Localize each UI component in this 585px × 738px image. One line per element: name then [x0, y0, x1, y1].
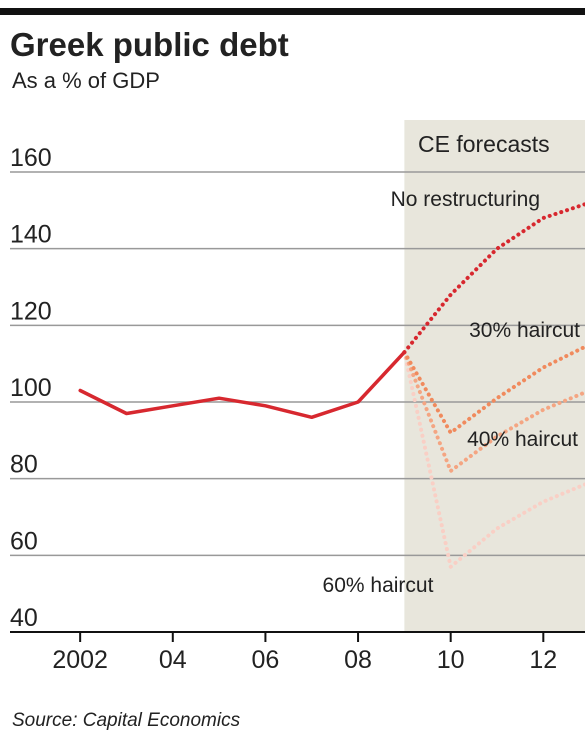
series-line [402, 202, 585, 355]
y-tick-label: 100 [10, 374, 52, 402]
series-label: 30% haircut [469, 319, 580, 342]
x-tick-label: 08 [344, 646, 372, 674]
x-tick-label: 04 [159, 646, 187, 674]
series-line [402, 350, 585, 569]
x-tick-label: 12 [529, 646, 557, 674]
series-line [402, 350, 585, 473]
y-tick-label: 80 [10, 451, 38, 479]
source: Source: Capital Economics [12, 710, 241, 731]
forecast-label: CE forecasts [418, 131, 550, 157]
series-label: 60% haircut [323, 574, 434, 597]
y-tick-label: 60 [10, 527, 38, 555]
y-tick-label: 160 [10, 144, 52, 172]
y-tick-label: 40 [10, 604, 38, 632]
top-rule [0, 8, 585, 15]
x-tick-label: 10 [437, 646, 465, 674]
series-label: No restructuring [391, 188, 540, 211]
y-tick-label: 140 [10, 221, 52, 249]
chart-title: Greek public debt [10, 26, 289, 63]
series-line [402, 344, 585, 435]
y-tick-label: 120 [10, 297, 52, 325]
series-label: 40% haircut [467, 428, 578, 451]
x-tick-label: 06 [252, 646, 280, 674]
forecast-band [404, 120, 585, 632]
series-line [78, 350, 407, 420]
x-tick-label: 2002 [52, 646, 108, 674]
chart-subtitle: As a % of GDP [12, 68, 160, 93]
